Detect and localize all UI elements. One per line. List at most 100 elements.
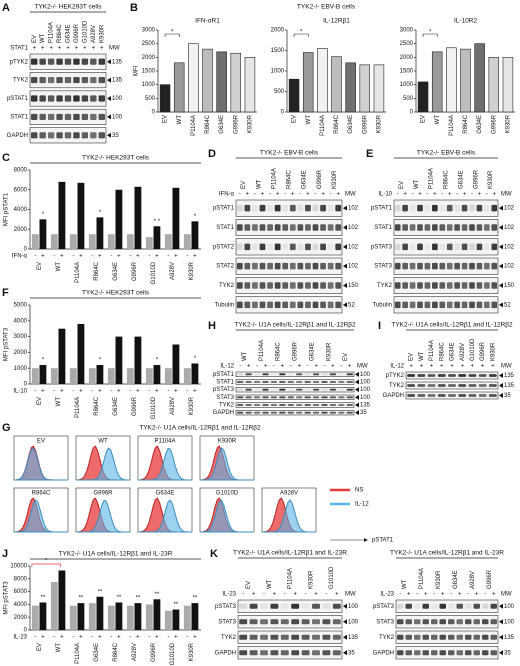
bar <box>191 221 199 249</box>
sign-label: - <box>53 254 55 260</box>
x-tick-label: EV <box>37 397 43 405</box>
band <box>289 262 296 270</box>
lane-sign: - <box>441 192 443 198</box>
band <box>338 381 345 383</box>
band <box>245 381 252 383</box>
band <box>397 603 404 609</box>
band <box>289 243 296 251</box>
lane-label: G634E <box>458 170 464 189</box>
blot-title: TYK2-/- U1A cells/IL-12Rβ1 and IL-23R <box>233 550 347 557</box>
band <box>327 282 334 289</box>
lane-sign: + <box>314 592 318 598</box>
mw-value: 135 <box>504 383 515 389</box>
sign-label: - <box>129 635 131 641</box>
mw-value: 102 <box>348 264 359 270</box>
histogram-stim <box>138 447 192 481</box>
sign-label: - <box>53 635 55 641</box>
band <box>90 113 97 120</box>
histogram-label: P1104A <box>155 439 176 445</box>
lane-sign: + <box>66 46 70 52</box>
lane-sign: + <box>458 592 462 598</box>
band <box>409 204 416 212</box>
lane-sign: + <box>336 192 340 198</box>
lane-label: G1010D <box>470 338 476 361</box>
bar <box>359 64 371 113</box>
lane-sign: + <box>261 192 265 198</box>
band <box>456 650 463 656</box>
sign-label: + <box>79 635 83 641</box>
y-axis-label: MFI <box>134 66 140 77</box>
band <box>335 262 342 270</box>
band <box>304 373 311 376</box>
band <box>98 58 105 65</box>
sign-label: + <box>98 254 102 260</box>
lane-sign: + <box>321 192 325 198</box>
blot-frame <box>235 238 343 256</box>
band <box>270 603 279 609</box>
band <box>312 603 320 609</box>
band <box>253 411 261 414</box>
y-tick-label: 2000 <box>400 55 414 61</box>
row-label: Tubulin <box>373 302 392 308</box>
band <box>432 204 438 212</box>
band <box>327 204 334 212</box>
band <box>476 282 483 289</box>
band <box>491 301 498 309</box>
mw-value: 102 <box>504 244 515 250</box>
lane-label: WT <box>242 351 248 361</box>
lane-label: G634E <box>309 342 315 361</box>
band <box>446 262 453 270</box>
bar <box>183 368 191 384</box>
lane-sign: - <box>324 364 326 370</box>
blot-frame <box>395 615 499 629</box>
lane-sign: - <box>239 364 241 370</box>
band <box>282 224 289 231</box>
band <box>249 603 258 609</box>
y-tick-label: 0 <box>24 628 28 634</box>
band <box>90 58 97 65</box>
row-label: TYK2 <box>377 283 393 289</box>
mw-value: 100 <box>360 387 371 393</box>
lane-label: P1104A <box>259 340 265 361</box>
band <box>473 634 480 640</box>
band <box>279 396 286 399</box>
band <box>312 634 320 640</box>
band <box>64 113 72 120</box>
lane-label: K930R <box>488 170 494 189</box>
sign-label: - <box>167 389 169 395</box>
sign-label: + <box>60 254 64 260</box>
band <box>409 262 416 270</box>
band <box>64 95 72 102</box>
band <box>64 132 72 139</box>
mw-label: MW <box>109 46 120 52</box>
lane-sign: + <box>276 192 280 198</box>
band <box>491 243 498 251</box>
sign-label: + <box>174 635 178 641</box>
bar <box>145 237 153 249</box>
bar <box>88 368 96 384</box>
band <box>297 301 304 309</box>
bar <box>153 599 161 630</box>
mw-value: 35 <box>504 650 511 656</box>
band <box>252 262 258 270</box>
band <box>304 411 311 414</box>
bar <box>39 219 47 249</box>
band <box>291 619 300 625</box>
x-arrowhead <box>364 538 368 542</box>
lane-sign: - <box>315 192 317 198</box>
panel-letter: F <box>2 287 9 299</box>
y-tick-label: 1500 <box>271 48 285 54</box>
band <box>320 204 326 212</box>
row-label: pSTAT3 <box>215 604 237 610</box>
band <box>81 95 89 102</box>
band <box>417 374 426 377</box>
band <box>244 262 251 270</box>
x-tick-label: G996R <box>233 114 239 134</box>
lane-sign: + <box>335 592 339 598</box>
band <box>329 396 337 399</box>
mw-value: 100 <box>360 380 371 386</box>
lane-label: G996R <box>317 169 323 189</box>
sign-label: + <box>98 389 102 395</box>
band <box>427 394 436 397</box>
